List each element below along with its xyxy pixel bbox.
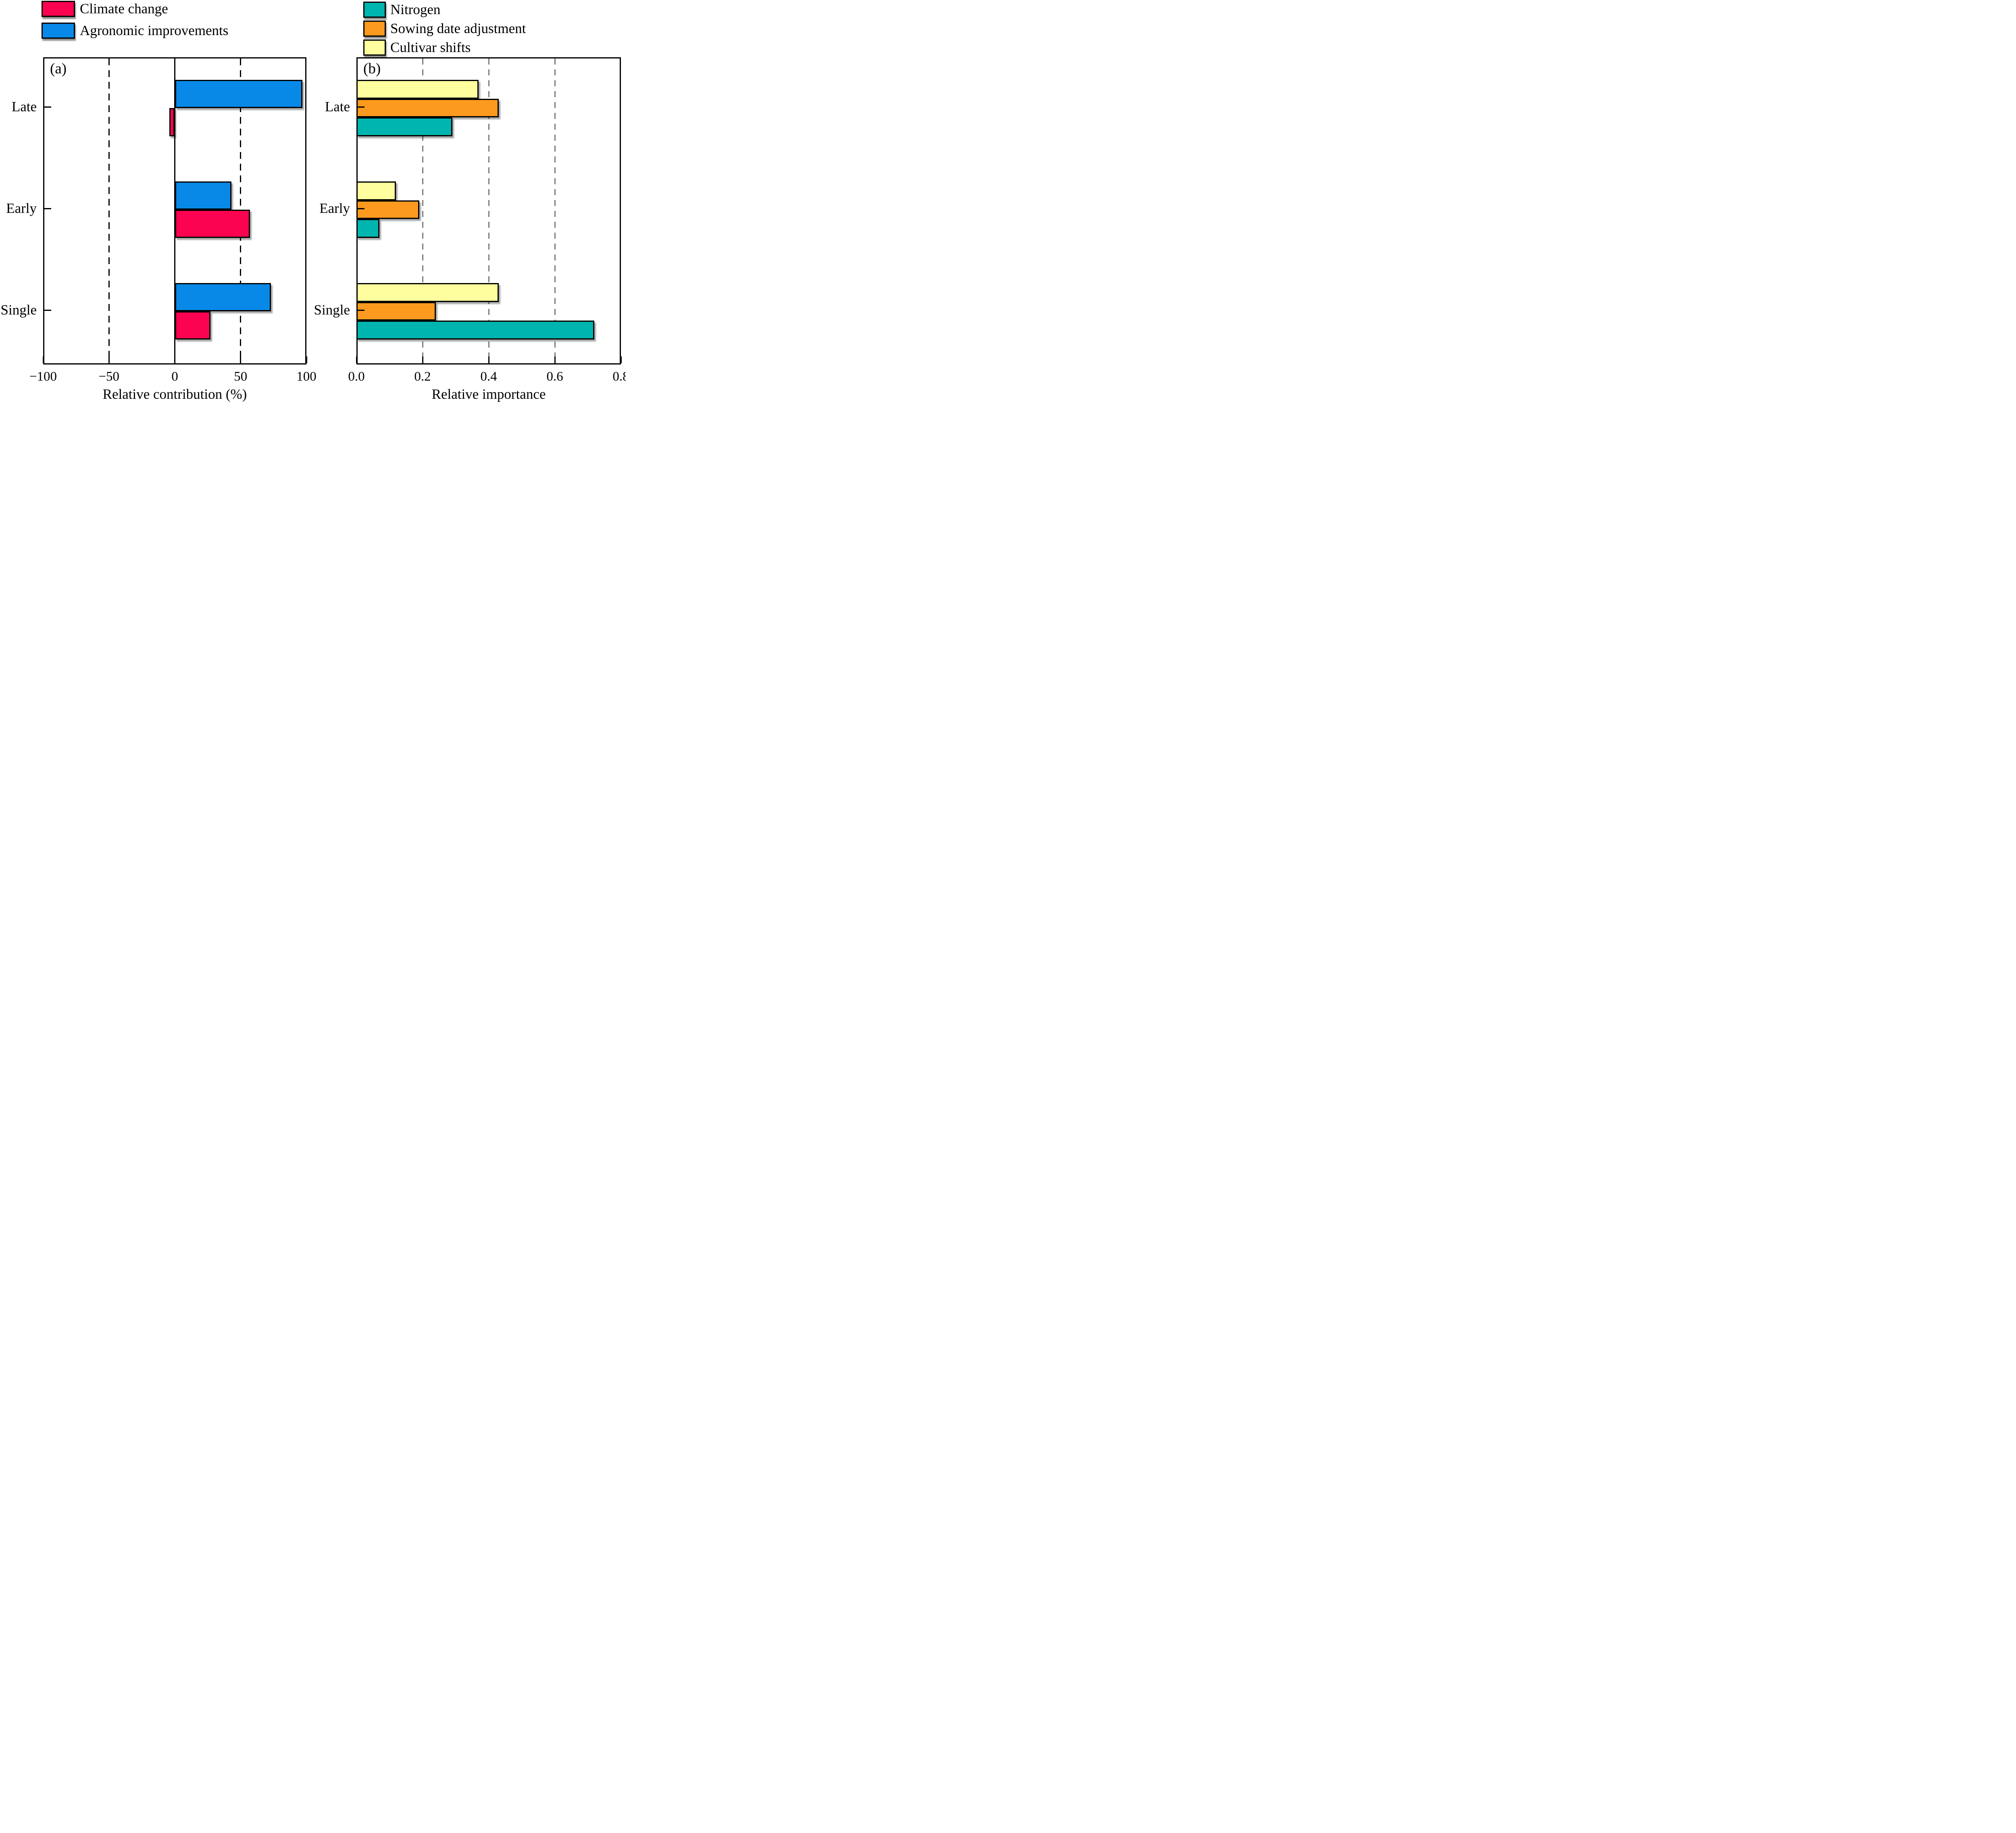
legend-right-swatch-sowing-date-adjustment: [363, 21, 386, 37]
x-tick-label: 0.6: [546, 369, 563, 384]
x-tick-label: 50: [234, 369, 248, 384]
category-label-early: Early: [319, 200, 350, 216]
bar-sowing-date-adjustment-early: [356, 200, 419, 219]
y-tick: [358, 106, 364, 108]
plot-panel-a: (a): [42, 57, 307, 365]
x-tick-label: 0.0: [348, 369, 365, 384]
panel-a-label: (a): [50, 60, 67, 77]
category-label-late: Late: [11, 99, 37, 115]
x-tick: [620, 356, 622, 363]
legend-right-label-sowing-date-adjustment: Sowing date adjustment: [390, 21, 526, 36]
gridline-dashed: [554, 58, 556, 363]
x-tick-label: −50: [98, 369, 120, 384]
x-tick: [42, 356, 44, 363]
x-tick-label: 0.2: [414, 369, 431, 384]
y-tick: [44, 106, 51, 108]
bar-sowing-date-adjustment-late: [356, 98, 499, 118]
bar-climate-change-early: [175, 210, 250, 238]
y-tick: [358, 309, 364, 311]
legend-left-label-climate-change: Climate change: [80, 1, 168, 17]
y-tick: [44, 309, 51, 311]
bar-agronomic-improvements-early: [175, 181, 231, 210]
legend-right-swatch-nitrogen: [363, 2, 386, 18]
bar-cultivar-shifts-late: [356, 80, 479, 99]
bar-sowing-date-adjustment-single: [356, 302, 436, 321]
bar-cultivar-shifts-early: [356, 181, 396, 200]
x-tick: [554, 356, 556, 363]
x-tick-label: 100: [296, 369, 317, 384]
bar-nitrogen-single: [356, 321, 595, 340]
bar-climate-change-single: [175, 311, 210, 340]
x-tick: [240, 356, 242, 363]
legend-left-swatch-agronomic-improvements: [42, 23, 75, 39]
bar-agronomic-improvements-single: [175, 283, 271, 311]
y-tick: [44, 208, 51, 209]
bar-cultivar-shifts-single: [356, 283, 499, 302]
x-tick-label: 0.8: [612, 369, 626, 384]
legend-left-swatch-climate-change: [42, 1, 75, 17]
x-tick: [356, 356, 357, 363]
category-label-early: Early: [6, 200, 37, 216]
x-tick-label: 0: [171, 369, 178, 384]
gridline-dashed: [108, 58, 110, 363]
legend-right-swatch-cultivar-shifts: [363, 40, 386, 56]
category-label-single: Single: [0, 302, 37, 318]
bar-nitrogen-late: [356, 117, 452, 136]
x-tick: [174, 356, 175, 363]
x-tick-label: 0.4: [480, 369, 497, 384]
x-tick: [488, 356, 489, 363]
x-tick-label: −100: [29, 369, 57, 384]
bar-nitrogen-early: [356, 219, 380, 238]
legend-right-label-nitrogen: Nitrogen: [390, 2, 441, 17]
bar-climate-change-late: [169, 108, 175, 136]
bar-agronomic-improvements-late: [175, 80, 303, 108]
figure: (a) (b) Relative contribution (%) Relati…: [0, 0, 626, 407]
y-tick: [358, 208, 364, 209]
x-tick: [306, 356, 307, 363]
legend-right-label-cultivar-shifts: Cultivar shifts: [390, 40, 471, 55]
panel-b-label: (b): [363, 60, 381, 77]
gridline-dashed: [422, 58, 423, 363]
x-axis-title-b: Relative importance: [431, 386, 546, 402]
gridline-dashed: [488, 58, 489, 363]
x-tick: [422, 356, 423, 363]
category-label-single: Single: [314, 302, 350, 318]
category-label-late: Late: [325, 99, 350, 115]
x-axis-title-a: Relative contribution (%): [102, 386, 247, 402]
plot-panel-b: (b): [356, 57, 622, 365]
legend-left-label-agronomic-improvements: Agronomic improvements: [80, 23, 229, 38]
x-tick: [108, 356, 110, 363]
